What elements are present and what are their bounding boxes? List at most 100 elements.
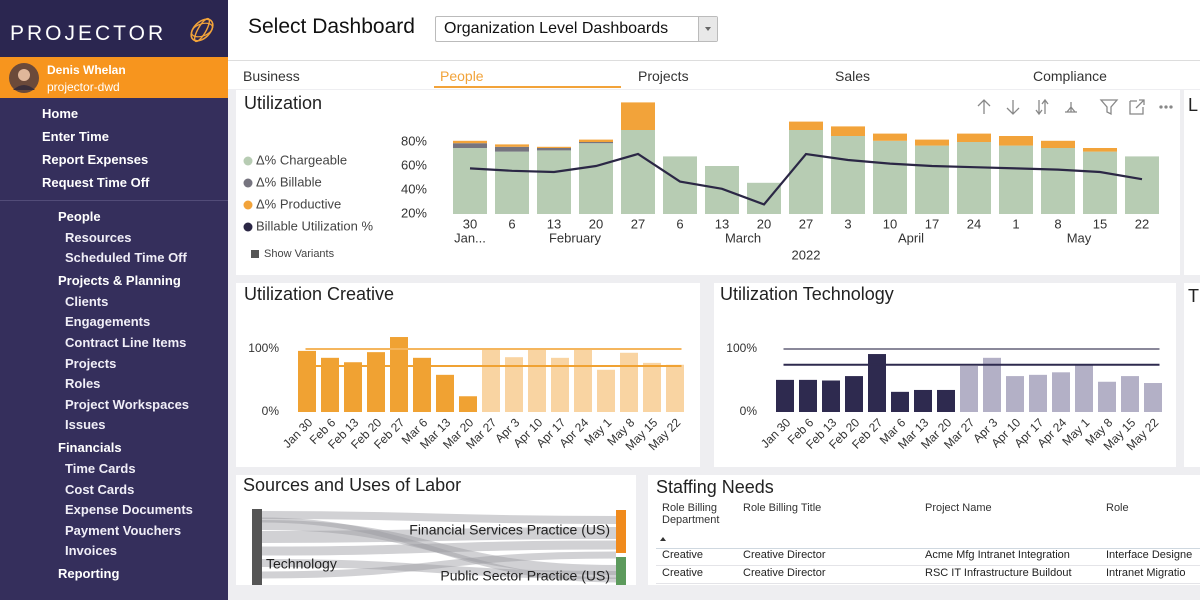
bar-segment xyxy=(705,166,739,214)
legend-label: Δ% Chargeable xyxy=(256,152,347,167)
nav-subitem[interactable]: Contract Line Items xyxy=(65,335,187,350)
legend-label: Billable Utilization % xyxy=(256,218,373,233)
nav-subitem[interactable]: Issues xyxy=(65,417,106,433)
bar-segment xyxy=(789,121,823,130)
nav-section[interactable]: Reporting xyxy=(58,566,120,582)
separator xyxy=(0,200,228,201)
bar xyxy=(822,380,840,412)
nav-subitem[interactable]: Time Cards xyxy=(65,461,136,476)
cut-panel: T xyxy=(1184,283,1200,467)
bar-segment xyxy=(999,136,1033,146)
bar-segment xyxy=(537,148,571,151)
bar xyxy=(983,357,1001,412)
bar xyxy=(597,369,615,412)
bar xyxy=(551,357,569,412)
dashboard-dropdown[interactable]: Organization Level Dashboards xyxy=(435,16,718,42)
nav-subitem[interactable]: Roles xyxy=(65,376,101,392)
staffing-panel: Staffing Needs Role Billing Department Ro… xyxy=(648,475,1200,585)
nav-item[interactable]: Request Time Off xyxy=(42,175,150,190)
x-year-label: 2022 xyxy=(792,247,821,262)
sankey-node xyxy=(616,557,626,585)
chart-toolbar[interactable] xyxy=(977,98,1173,116)
bar xyxy=(914,389,932,412)
bar-segment xyxy=(957,142,991,214)
column-header[interactable]: Project Name xyxy=(925,502,992,514)
table-cell: Creative xyxy=(662,567,703,579)
bar xyxy=(891,391,909,412)
nav-subitem[interactable]: Projects xyxy=(65,355,117,371)
bar xyxy=(1075,364,1093,412)
tab[interactable]: Projects xyxy=(638,68,689,84)
y-tick-label: 0% xyxy=(262,404,280,418)
x-tick-label: 13 xyxy=(547,216,561,231)
x-tick-label: 27 xyxy=(799,216,813,231)
brand: PROJECTOR xyxy=(10,22,167,45)
tab-underline xyxy=(434,86,621,88)
bar xyxy=(390,337,408,412)
nav-subitem[interactable]: Invoices xyxy=(65,543,118,559)
bar xyxy=(620,352,638,412)
column-header[interactable]: Role xyxy=(1106,502,1129,514)
dropdown-arrow[interactable] xyxy=(698,17,717,41)
y-tick-label: 80% xyxy=(401,133,427,148)
bar-segment xyxy=(1041,140,1075,148)
bar xyxy=(666,364,684,412)
table-cell: Creative Director xyxy=(743,549,826,561)
nav-subitem[interactable]: Scheduled Time Off xyxy=(65,250,187,266)
brand-logo xyxy=(190,17,214,43)
node-label: Technology xyxy=(266,556,337,572)
chart-title: Utilization xyxy=(244,93,322,113)
bar xyxy=(574,349,592,412)
tab[interactable]: People xyxy=(440,68,484,84)
bar-segment xyxy=(621,130,655,214)
nav-subitem[interactable]: Expense Documents xyxy=(65,502,193,518)
bar-segment xyxy=(495,151,529,214)
sidebar: PROJECTOR Denis Whelan projector-dwd Hom… xyxy=(0,0,228,600)
user-name: Denis Whelan xyxy=(47,63,126,77)
bar xyxy=(344,362,362,412)
bar xyxy=(321,357,339,412)
nav-subitem[interactable]: Payment Vouchers xyxy=(65,522,182,538)
bar xyxy=(413,357,431,412)
nav-section[interactable]: Projects & Planning xyxy=(58,273,181,289)
column-header[interactable]: Role Billing Department xyxy=(662,502,720,526)
tab[interactable]: Business xyxy=(243,68,300,84)
bar xyxy=(960,366,978,412)
nav-subitem[interactable]: Resources xyxy=(65,229,132,245)
bar xyxy=(1029,374,1047,412)
tab[interactable]: Sales xyxy=(835,68,871,84)
dropdown-value: Organization Level Dashboards xyxy=(444,20,669,37)
bar-segment xyxy=(495,144,529,147)
row-divider xyxy=(656,565,1200,566)
column-header[interactable]: Role Billing Title xyxy=(743,502,822,514)
arrow-icon xyxy=(705,27,711,31)
nav-subitem[interactable]: Clients xyxy=(65,293,109,309)
bar xyxy=(459,396,477,412)
utilization-panel: Utilization 20% 40% 60% 80% Δ% Chargeable Δ% … xyxy=(236,90,1180,275)
bar-segment xyxy=(1125,156,1159,214)
nav-section[interactable]: People xyxy=(58,209,101,224)
table-cell: Interface Designe xyxy=(1106,549,1193,561)
bar-segment xyxy=(789,130,823,214)
bar xyxy=(367,352,385,412)
bar xyxy=(937,389,955,412)
nav-item[interactable]: Home xyxy=(42,106,79,121)
legend-marker xyxy=(243,178,253,188)
x-tick-label: 6 xyxy=(676,216,683,231)
x-tick-label: 20 xyxy=(589,216,603,231)
nav-subitem[interactable]: Project Workspaces xyxy=(65,396,190,412)
nav-subitem[interactable]: Engagements xyxy=(65,314,151,330)
bar-segment xyxy=(915,145,949,214)
nav-subitem[interactable]: Cost Cards xyxy=(65,481,135,497)
x-tick-label: 1 xyxy=(1012,216,1019,231)
nav-section[interactable]: Financials xyxy=(58,440,122,456)
toggle-box[interactable] xyxy=(251,250,259,258)
toggle-label[interactable]: Show Variants xyxy=(264,248,335,260)
nav-item[interactable]: Report Expenses xyxy=(42,152,149,167)
user-bar[interactable]: Denis Whelan projector-dwd xyxy=(0,57,228,98)
bar-segment xyxy=(831,126,865,136)
sort-icon[interactable] xyxy=(658,535,668,543)
nav-item[interactable]: Enter Time xyxy=(42,129,109,144)
tab[interactable]: Compliance xyxy=(1033,68,1107,84)
